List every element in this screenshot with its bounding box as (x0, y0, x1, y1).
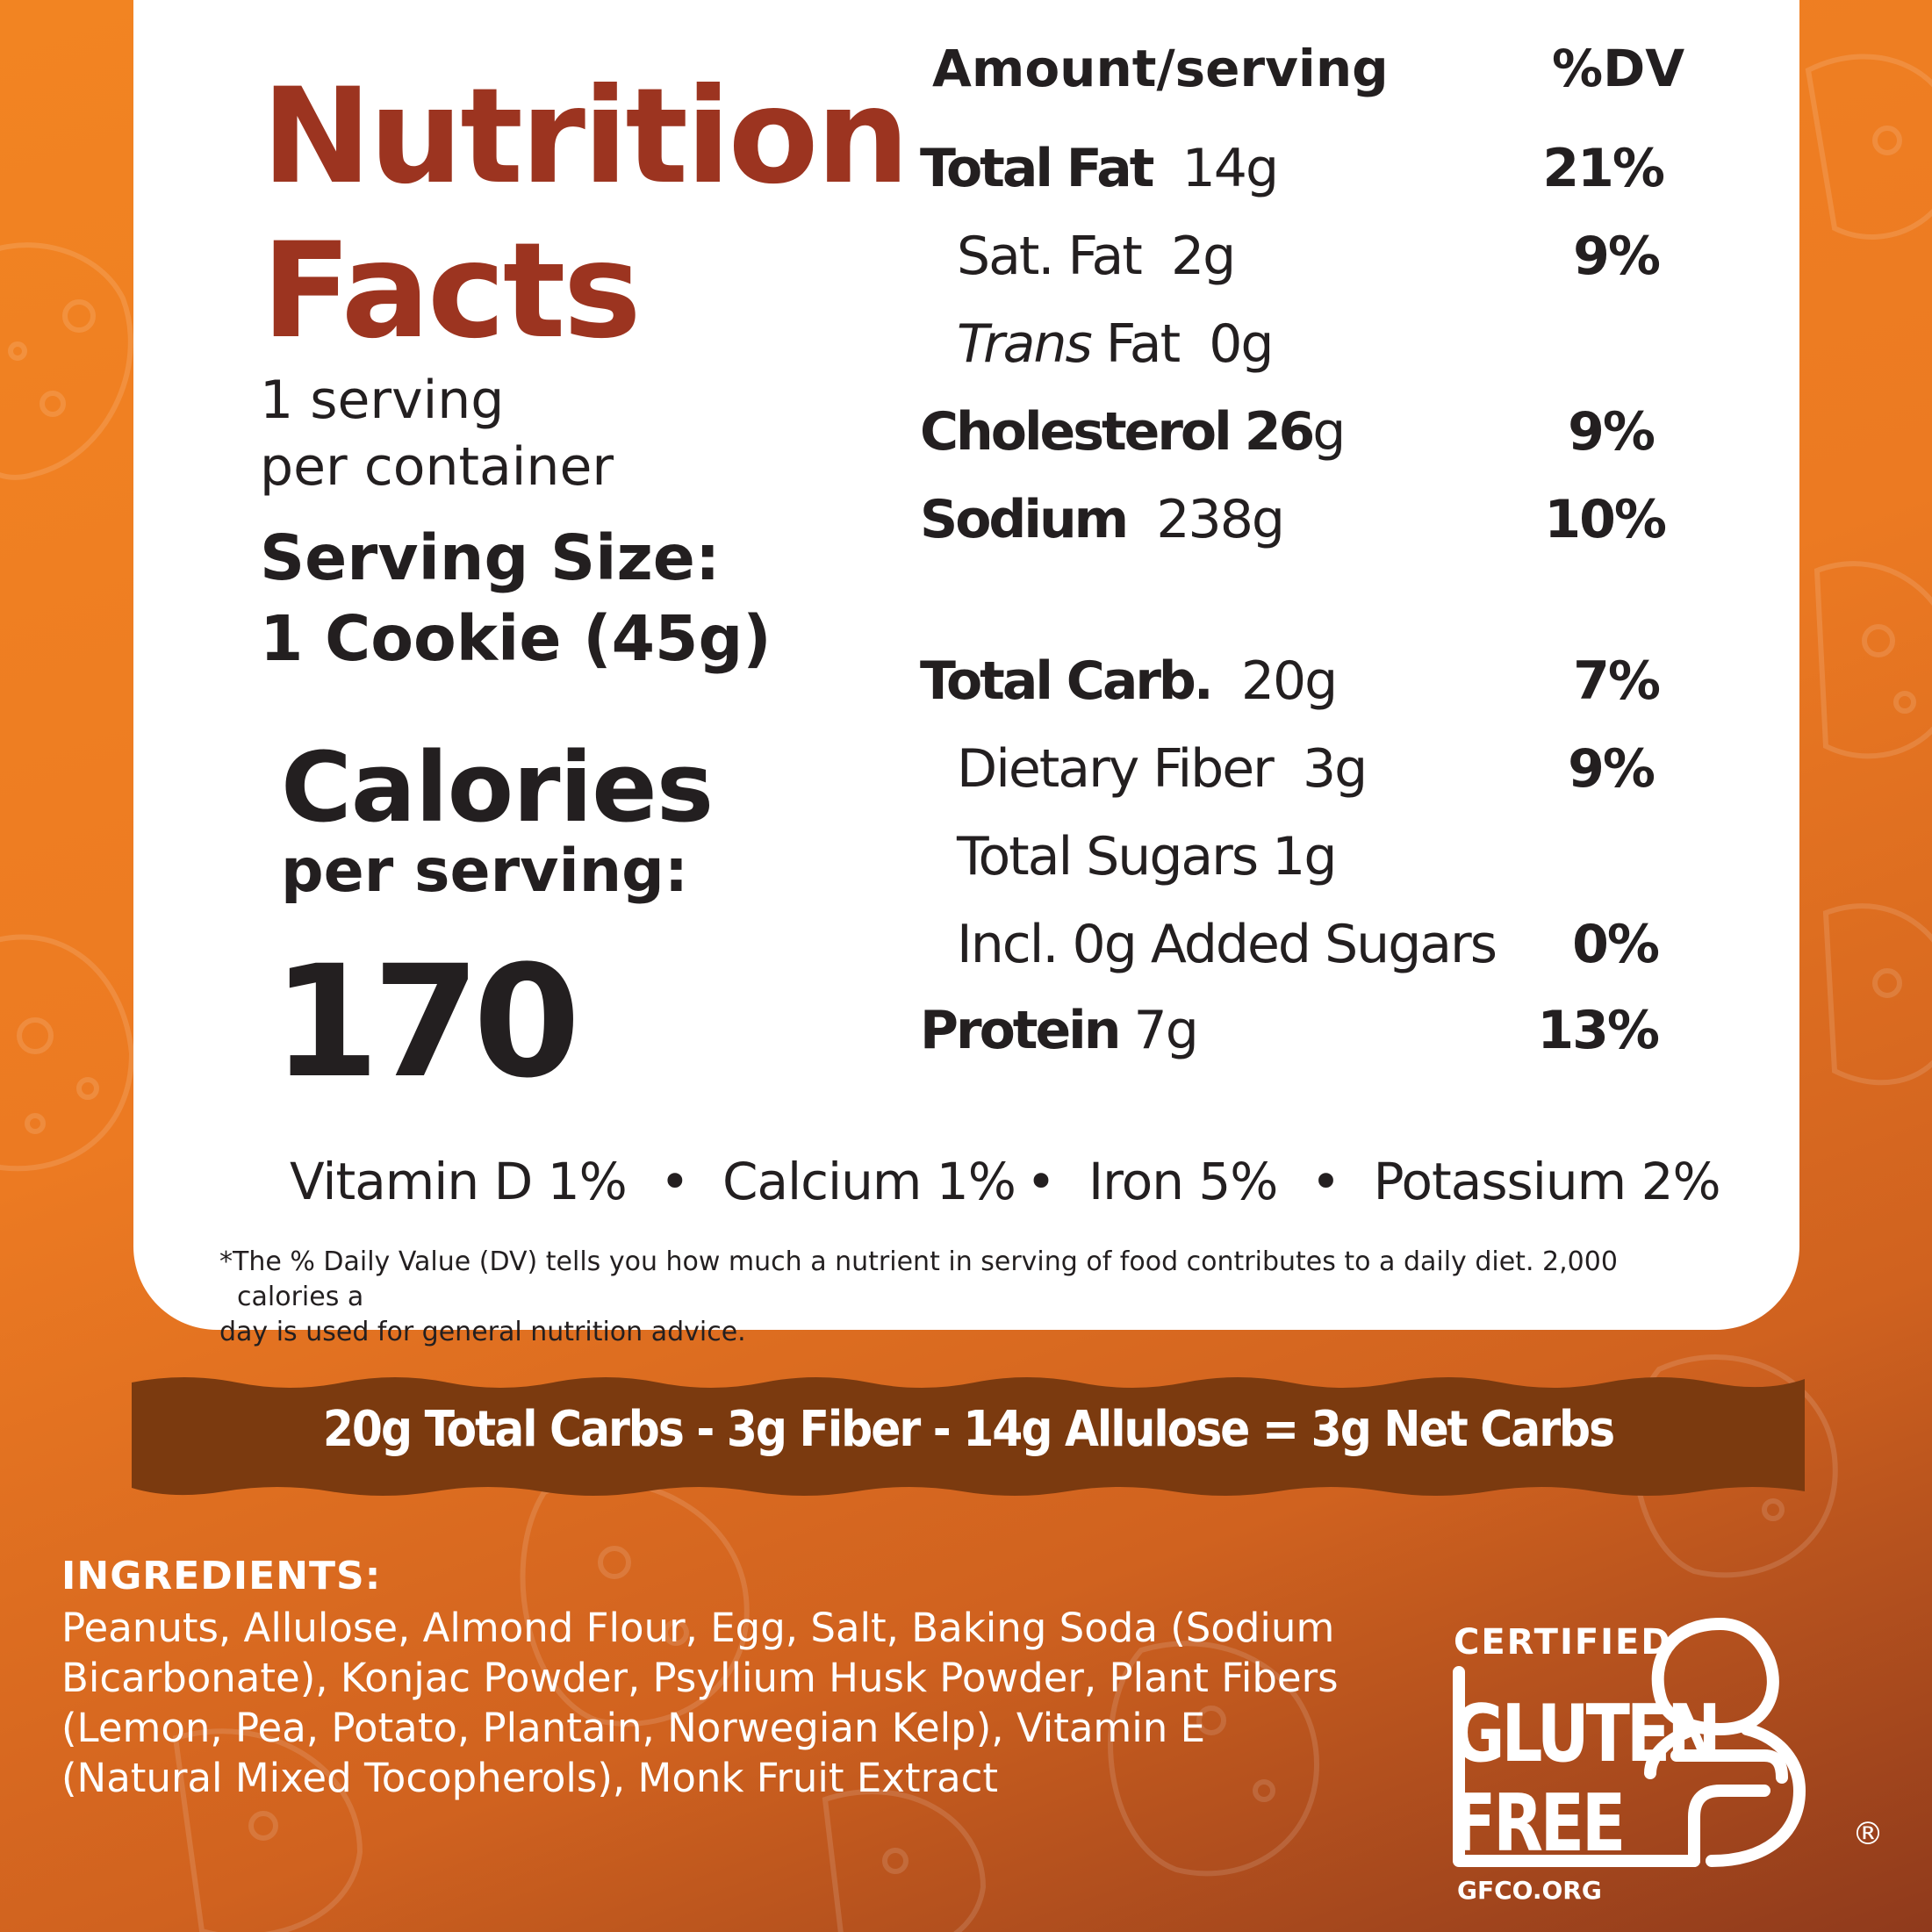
sodium-name: Sodium (920, 489, 1129, 550)
net-carbs-equation: 20g Total Carbs - 3g Fiber - 14g Allulos… (322, 1401, 1615, 1458)
added-sugars-dv: 0% (1572, 914, 1660, 975)
trans-fat-name: Fat (1105, 313, 1181, 375)
sodium-dv: 10% (1544, 489, 1667, 550)
vitamins-minerals-line: Vitamin D 1% • Calcium 1% • Iron 5% • Potassiu… (290, 1150, 1721, 1213)
title-line-1: Nutrition (262, 61, 909, 213)
total-fat-name: Total Fat (920, 138, 1154, 199)
daily-value-header: %DV (1552, 39, 1685, 98)
total-sugars-name: Total Sugars (957, 826, 1259, 887)
ingredients-title: INGREDIENTS: (61, 1554, 382, 1598)
sodium-row: Sodium 238g (920, 486, 1285, 553)
protein-row: Protein 7g (920, 997, 1199, 1064)
total-carb-amount: 20g (1240, 650, 1338, 712)
total-carb-name: Total Carb. (920, 650, 1214, 712)
sat-fat-row: Sat. Fat 2g (957, 223, 1236, 290)
calories-sublabel: per serving: (281, 837, 689, 906)
free-label: FREE (1452, 1778, 1626, 1870)
registered-mark: ® (1852, 1816, 1884, 1852)
total-sugars-amount: 1g (1272, 826, 1337, 887)
total-fat-amount: 14g (1181, 138, 1279, 199)
cholesterol-name: Cholesterol (920, 401, 1232, 463)
sat-fat-amount: 2g (1170, 226, 1236, 287)
servings-line-1: 1 serving (260, 370, 505, 431)
trans-fat-italic: Trans (957, 313, 1093, 375)
serving-size-value: 1 Cookie (45g) (260, 602, 772, 675)
protein-dv: 13% (1537, 1000, 1660, 1061)
gluten-free-logo-icon (1453, 1618, 1806, 1867)
amount-per-serving-header: Amount/serving (932, 39, 1389, 98)
separator-dot: • (659, 1152, 690, 1211)
sat-fat-name: Sat. Fat (957, 226, 1143, 287)
added-sugars-name: Incl. 0g Added Sugars (957, 914, 1497, 975)
dietary-fiber-name: Dietary Fiber (957, 738, 1275, 800)
servings-line-2: per container (260, 436, 614, 498)
separator-dot: • (1311, 1152, 1340, 1211)
cholesterol-row: Cholesterol 26g (920, 399, 1346, 465)
vitamin-d: Vitamin D 1% (290, 1152, 628, 1211)
protein-name: Protein (920, 1000, 1121, 1061)
ingredients-line-2: Bicarbonate), Konjac Powder, Psyllium Hu… (61, 1655, 1339, 1701)
dietary-fiber-dv: 9% (1568, 738, 1655, 800)
net-carbs-band (132, 1377, 1805, 1496)
daily-value-footnote: *The % Daily Value (DV) tells you how mu… (219, 1245, 1712, 1350)
gluten-label: GLUTEN (1452, 1688, 1721, 1780)
total-fat-dv: 21% (1542, 138, 1665, 199)
servings-per-container: 1 serving per container (260, 367, 614, 500)
cholesterol-unit: g (1312, 401, 1346, 463)
gfco-website: GFCO.ORG (1457, 1876, 1602, 1905)
protein-amount: 7g (1133, 1000, 1199, 1061)
calories-label: Calories (281, 731, 714, 844)
separator-dot: • (1025, 1152, 1056, 1211)
nutrition-card (133, 0, 1799, 1330)
dietary-fiber-row: Dietary Fiber 3g (957, 736, 1368, 802)
calories-value: 170 (272, 932, 580, 1112)
serving-size-label: Serving Size: (260, 521, 721, 594)
footnote-line-1: *The % Daily Value (DV) tells you how mu… (219, 1246, 1618, 1312)
sat-fat-dv: 9% (1573, 226, 1661, 287)
title-line-2: Facts (262, 215, 642, 368)
dietary-fiber-amount: 3g (1302, 738, 1368, 800)
ingredients-line-1: Peanuts, Allulose, Almond Flour, Egg, Sa… (61, 1605, 1335, 1651)
serving-size: Serving Size: 1 Cookie (45g) (260, 518, 772, 679)
cholesterol-dv: 9% (1568, 401, 1655, 463)
ingredients-list: Peanuts, Allulose, Almond Flour, Egg, Sa… (61, 1603, 1339, 1803)
potassium: Potassium 2% (1373, 1152, 1721, 1211)
cholesterol-amount: 26 (1244, 401, 1315, 463)
ingredients-line-3: (Lemon, Pea, Potato, Plantain, Norwegian… (61, 1705, 1206, 1751)
trans-fat-amount: 0g (1209, 313, 1274, 375)
total-fat-row: Total Fat 14g (920, 135, 1279, 202)
added-sugars-row: Incl. 0g Added Sugars (957, 911, 1497, 978)
sodium-amount: 238g (1156, 489, 1285, 550)
nutrition-facts-title: Nutrition Facts (262, 60, 909, 369)
trans-fat-row: Trans Fat 0g (957, 311, 1275, 377)
total-sugars-row: Total Sugars 1g (957, 823, 1337, 890)
certified-label: CERTIFIED (1454, 1622, 1672, 1663)
calcium: Calcium 1% (722, 1152, 1016, 1211)
total-carb-dv: 7% (1573, 650, 1661, 712)
total-carb-row: Total Carb. 20g (920, 648, 1338, 715)
ingredients-line-4: (Natural Mixed Tocopherols), Monk Fruit … (61, 1755, 999, 1801)
footnote-line-2: day is used for general nutrition advice… (219, 1317, 746, 1347)
iron: Iron 5% (1088, 1152, 1278, 1211)
